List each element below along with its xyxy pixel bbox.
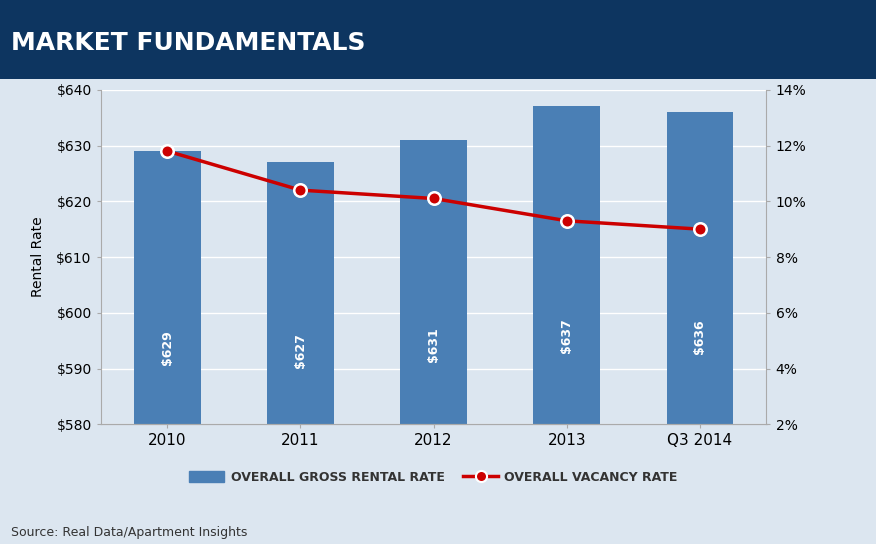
Bar	[134, 151, 201, 544]
Y-axis label: Rental Rate: Rental Rate	[32, 217, 46, 298]
Text: $627: $627	[294, 333, 307, 368]
Bar	[400, 140, 467, 544]
Bar	[667, 112, 733, 544]
Text: $637: $637	[561, 318, 573, 353]
Text: $631: $631	[427, 327, 440, 362]
Text: $636: $636	[694, 319, 706, 354]
Text: MARKET FUNDAMENTALS: MARKET FUNDAMENTALS	[11, 32, 366, 55]
Legend: OVERALL GROSS RENTAL RATE, OVERALL VACANCY RATE: OVERALL GROSS RENTAL RATE, OVERALL VACAN…	[184, 466, 683, 489]
Text: Source: Real Data/Apartment Insights: Source: Real Data/Apartment Insights	[11, 526, 248, 539]
Bar	[267, 162, 334, 544]
Bar	[533, 107, 600, 544]
Text: $629: $629	[161, 330, 173, 365]
